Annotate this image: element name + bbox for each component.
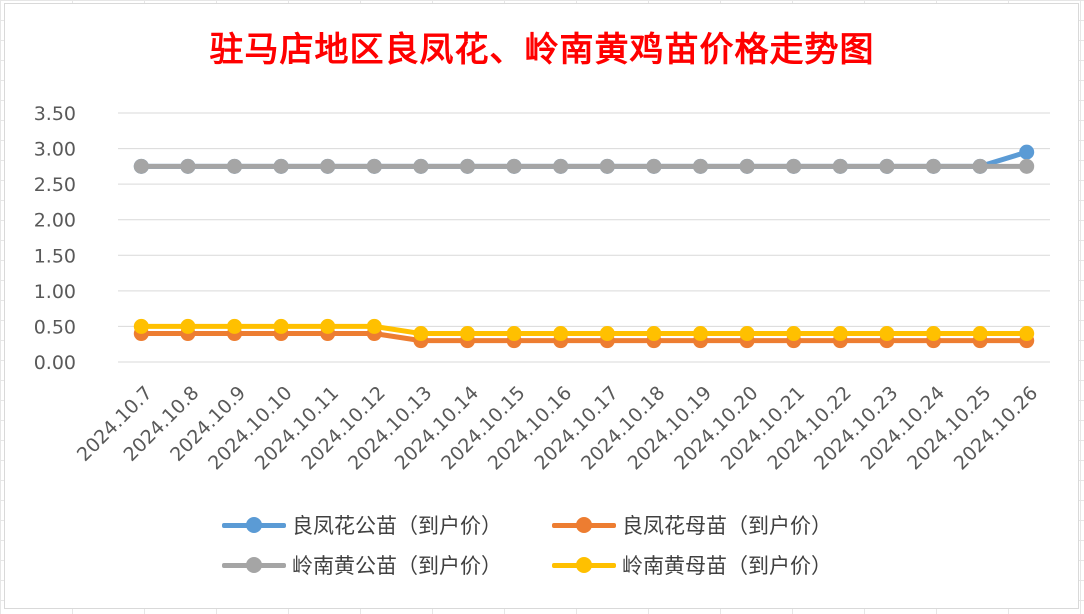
data-point — [1019, 158, 1035, 174]
data-point — [553, 326, 569, 342]
series-1 — [133, 326, 1035, 349]
legend-label: 良凤花母苗（到户价） — [622, 514, 832, 538]
data-point — [832, 158, 848, 174]
data-point — [366, 158, 382, 174]
legend-item: 岭南黄公苗（到户价） — [222, 554, 552, 578]
legend-swatch — [552, 554, 616, 576]
y-tick-label: 3.50 — [34, 103, 76, 125]
data-point — [320, 158, 336, 174]
data-point — [506, 326, 522, 342]
chart-title: 驻马店地区良凤花、岭南黄鸡苗价格走势图 — [209, 30, 875, 70]
data-point — [227, 158, 242, 174]
data-point — [926, 326, 941, 342]
data-point — [739, 326, 755, 342]
y-tick-label: 0.00 — [34, 352, 76, 374]
data-point — [599, 158, 615, 174]
data-point — [786, 326, 802, 342]
data-point — [273, 158, 289, 174]
data-point — [1019, 144, 1035, 160]
y-tick-label: 0.50 — [34, 316, 76, 338]
data-point — [460, 158, 475, 174]
chart-legend: 良凤花公苗（到户价） 良凤花母苗（到户价） 岭南黄公苗（到户价） 岭南黄母苗（到户价） — [222, 514, 922, 578]
data-point — [366, 318, 382, 334]
y-tick-label: 1.50 — [34, 245, 76, 267]
data-point — [413, 158, 429, 174]
legend-label: 岭南黄公苗（到户价） — [292, 554, 502, 578]
series-line — [138, 323, 1030, 337]
data-point — [972, 158, 988, 174]
data-point — [693, 326, 708, 342]
legend-swatch — [222, 554, 286, 576]
data-point — [180, 158, 196, 174]
legend-label: 良凤花公苗（到户价） — [292, 514, 502, 538]
series-line — [138, 331, 1030, 344]
data-point — [553, 158, 569, 174]
legend-item: 岭南黄母苗（到户价） — [552, 554, 882, 578]
chart-area[interactable] — [4, 3, 1079, 609]
legend-item: 良凤花公苗（到户价） — [222, 514, 552, 538]
data-point — [273, 318, 289, 334]
data-point — [1019, 326, 1035, 342]
data-point — [133, 158, 149, 174]
data-point — [926, 158, 941, 174]
legend-item: 良凤花母苗（到户价） — [552, 514, 882, 538]
data-point — [506, 158, 522, 174]
data-point — [693, 158, 708, 174]
data-point — [879, 326, 895, 342]
data-point — [972, 326, 988, 342]
series-3 — [133, 318, 1035, 342]
data-point — [646, 326, 662, 342]
series-2 — [133, 158, 1035, 174]
y-tick-label: 1.00 — [34, 281, 76, 303]
data-point — [227, 318, 242, 334]
legend-swatch — [552, 514, 616, 536]
legend-swatch — [222, 514, 286, 536]
data-point — [599, 326, 615, 342]
data-point — [180, 318, 196, 334]
legend-label: 岭南黄母苗（到户价） — [622, 554, 832, 578]
data-point — [832, 326, 848, 342]
data-point — [320, 318, 336, 334]
data-point — [460, 326, 475, 342]
data-point — [646, 158, 662, 174]
data-point — [133, 318, 149, 334]
y-tick-label: 2.00 — [34, 210, 76, 232]
data-point — [786, 158, 802, 174]
y-tick-label: 3.00 — [34, 139, 76, 161]
data-point — [739, 158, 755, 174]
data-point — [413, 326, 429, 342]
y-tick-label: 2.50 — [34, 174, 76, 196]
data-point — [879, 158, 895, 174]
